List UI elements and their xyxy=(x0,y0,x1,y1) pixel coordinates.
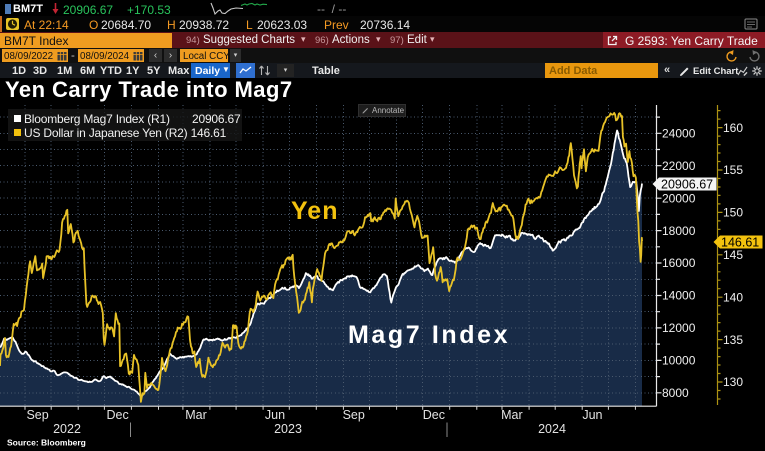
svg-text:Jun: Jun xyxy=(582,408,602,422)
svg-text:Yen: Yen xyxy=(291,197,338,225)
svg-text:20000: 20000 xyxy=(662,191,696,205)
svg-text:140: 140 xyxy=(723,290,743,304)
svg-text:12000: 12000 xyxy=(662,321,696,335)
svg-text:24000: 24000 xyxy=(662,127,696,141)
svg-text:22000: 22000 xyxy=(662,159,696,173)
svg-text:Dec: Dec xyxy=(423,408,445,422)
svg-text:20906.67: 20906.67 xyxy=(661,177,713,191)
svg-text:14000: 14000 xyxy=(662,289,696,303)
svg-text:Mar: Mar xyxy=(501,408,523,422)
svg-text:Jun: Jun xyxy=(265,408,285,422)
svg-text:2023: 2023 xyxy=(274,422,302,436)
svg-text:18000: 18000 xyxy=(662,224,696,238)
svg-text:16000: 16000 xyxy=(662,256,696,270)
svg-text:2024: 2024 xyxy=(538,422,566,436)
svg-text:2022: 2022 xyxy=(53,422,81,436)
svg-text:8000: 8000 xyxy=(662,386,689,400)
svg-text:10000: 10000 xyxy=(662,354,696,368)
svg-text:146.61: 146.61 xyxy=(721,235,759,249)
svg-text:145: 145 xyxy=(723,248,743,262)
svg-text:Sep: Sep xyxy=(26,408,48,422)
svg-text:Dec: Dec xyxy=(106,408,128,422)
svg-text:130: 130 xyxy=(723,375,743,389)
svg-text:Source: Bloomberg: Source: Bloomberg xyxy=(7,438,86,448)
svg-text:135: 135 xyxy=(723,333,743,347)
svg-text:Mar: Mar xyxy=(185,408,207,422)
svg-text:Sep: Sep xyxy=(343,408,365,422)
svg-text:155: 155 xyxy=(723,163,743,177)
svg-text:150: 150 xyxy=(723,206,743,220)
svg-text:Mag7 Index: Mag7 Index xyxy=(348,321,510,349)
svg-text:160: 160 xyxy=(723,121,743,135)
